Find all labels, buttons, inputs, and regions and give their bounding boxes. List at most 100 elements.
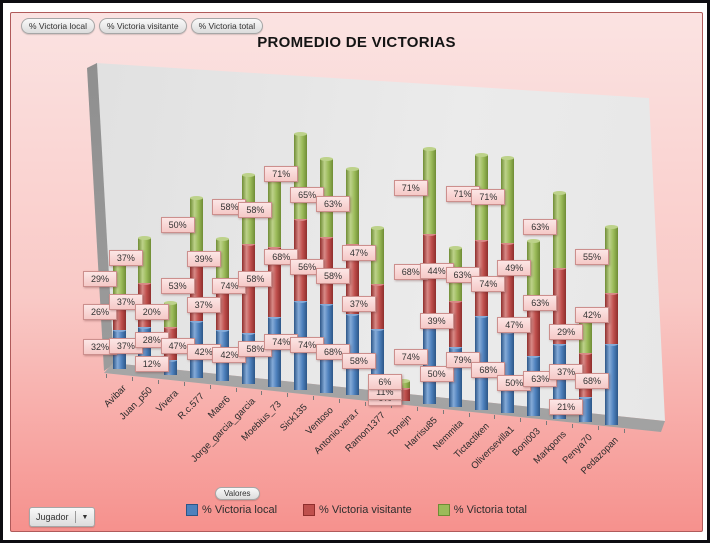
bar-segment-total-Maer6[interactable] [216, 237, 230, 286]
cylinder-cap [500, 240, 514, 245]
legend-item-local[interactable]: % Victoria local [186, 504, 277, 516]
dropdown-separator [74, 511, 76, 523]
axis-tick [520, 418, 522, 423]
cylinder-cap [164, 324, 178, 329]
cylinder-cap [475, 152, 489, 157]
field-button-victoria-visitante[interactable]: % Victoria visitante [98, 18, 187, 34]
data-label-visitante-Moebius_73: 58% [238, 271, 273, 288]
bar-segment-total-Boni003[interactable] [526, 239, 540, 300]
axis-tick [261, 390, 263, 395]
data-label-total-Juan_p50: 37% [108, 249, 143, 266]
legend-label-total: % Victoria total [453, 504, 527, 516]
data-label-local-Pedazopan: 68% [575, 373, 609, 390]
bar-segment-total-R.c.577[interactable] [190, 195, 204, 258]
bar-segment-local-Pedazopan[interactable] [604, 341, 618, 426]
bar-segment-total-Markpons[interactable] [552, 190, 566, 269]
bar-segment-total-Harrisu85[interactable] [423, 146, 437, 234]
bar-segment-visitante-Nemmita[interactable] [449, 298, 463, 348]
cylinder-cap [449, 298, 463, 303]
data-label-visitante-Markpons: 63% [523, 294, 558, 311]
bar-segment-total-Ramon1377[interactable] [371, 226, 385, 285]
chart-legend: % Victoria local % Victoria visitante % … [11, 504, 702, 516]
cylinder-cap [345, 166, 359, 171]
data-label-total-Oliversevilla1: 71% [471, 189, 506, 206]
axis-tick [572, 423, 574, 428]
data-label-local-Ramon1377: 58% [341, 352, 376, 369]
data-label-total-Vivera: 20% [134, 303, 169, 320]
values-field-button[interactable]: Valores [215, 487, 260, 500]
data-label-total-Markpons: 63% [523, 219, 558, 236]
cylinder-cap [319, 234, 333, 239]
legend-item-total[interactable]: % Victoria total [437, 504, 527, 516]
cylinder-cap [319, 301, 333, 306]
axis-field-dropdown[interactable]: Jugador ▼ [29, 507, 96, 527]
bar-segment-total-Juan_p50[interactable] [138, 236, 152, 283]
bar-segment-visitante-Jorge_garcia_garcia[interactable] [241, 242, 255, 334]
chart-plot-area: 32% 26% 29% Avibar 37% 37% 37% Juan_p50 12% 28% 20… [11, 13, 702, 531]
bar-segment-visitante-Ramon1377[interactable] [371, 282, 385, 329]
data-label-local-Nemmita: 50% [419, 366, 454, 383]
bar-segment-total-Antonio.vera.r[interactable] [345, 166, 359, 245]
cylinder-cap [526, 354, 540, 359]
axis-tick [598, 426, 600, 431]
cylinder-cap [500, 155, 514, 160]
cylinder-cap [267, 245, 281, 250]
bar-segment-visitante-Pedazopan[interactable] [604, 291, 618, 344]
bar-segment-total-Oliversevilla1[interactable] [500, 155, 514, 243]
cylinder-cap [604, 291, 618, 296]
axis-tick [183, 382, 185, 387]
axis-tick [623, 429, 625, 434]
data-label-local-Tictactiken: 79% [445, 351, 480, 368]
data-label-visitante-Sick135: 68% [264, 248, 299, 265]
cylinder-cap [164, 300, 178, 305]
axis-tick [546, 420, 548, 425]
legend-item-visitante[interactable]: % Victoria visitante [303, 504, 412, 516]
bar-segment-total-Tonejn[interactable] [397, 379, 411, 389]
cylinder-cap [267, 314, 281, 319]
data-label-total-Antonio.vera.r: 63% [316, 195, 351, 212]
cylinder-cap [293, 131, 307, 136]
data-label-local-Penya70: 21% [549, 398, 584, 415]
cylinder-cap [371, 326, 385, 331]
cylinder-cap [371, 226, 385, 231]
bars-layer: 32% 26% 29% Avibar 37% 37% 37% Juan_p50 12% 28% 20… [11, 13, 702, 531]
bar-segment-total-Pedazopan[interactable] [604, 225, 618, 294]
axis-tick [313, 396, 315, 401]
data-label-visitante-Juan_p50: 37% [108, 294, 143, 311]
cylinder-cap [526, 239, 540, 244]
field-button-victoria-total[interactable]: % Victoria total [190, 18, 264, 34]
data-label-visitante-Oliversevilla1: 74% [471, 276, 506, 293]
legend-swatch-local [186, 504, 199, 516]
chart-canvas: % Victoria local % Victoria visitante % … [10, 12, 703, 532]
data-label-visitante-Harrisu85: 68% [393, 263, 428, 280]
data-label-local-Maer6: 42% [186, 344, 221, 361]
data-label-total-Tonejn: 6% [367, 373, 402, 390]
cylinder-cap [475, 313, 489, 318]
data-label-visitante-Pedazopan: 42% [575, 307, 609, 324]
cylinder-cap [216, 237, 230, 242]
pivot-field-buttons: % Victoria local % Victoria visitante % … [21, 18, 264, 34]
cylinder-cap [138, 236, 152, 241]
data-label-visitante-Ramon1377: 37% [341, 295, 376, 312]
axis-tick [468, 412, 470, 417]
data-label-total-Jorge_garcia_garcia: 58% [212, 198, 247, 215]
cylinder-cap [190, 319, 204, 324]
field-button-victoria-local[interactable]: % Victoria local [21, 18, 95, 34]
cylinder-cap [578, 395, 592, 400]
cylinder-cap [423, 232, 437, 237]
data-label-total-Nemmita: 44% [419, 263, 454, 280]
axis-tick [287, 393, 289, 398]
cylinder-cap [578, 350, 592, 355]
data-label-visitante-Ventoso: 56% [290, 259, 325, 276]
data-label-total-Avibar: 29% [83, 270, 117, 287]
cylinder-cap [293, 217, 307, 222]
cylinder-cap [397, 379, 411, 384]
cylinder-cap [241, 331, 255, 336]
axis-tick [442, 409, 444, 414]
chart-title: PROMEDIO DE VICTORIAS [257, 34, 456, 51]
axis-tick [235, 387, 237, 392]
axis-tick [157, 379, 159, 384]
cylinder-cap [293, 298, 307, 303]
